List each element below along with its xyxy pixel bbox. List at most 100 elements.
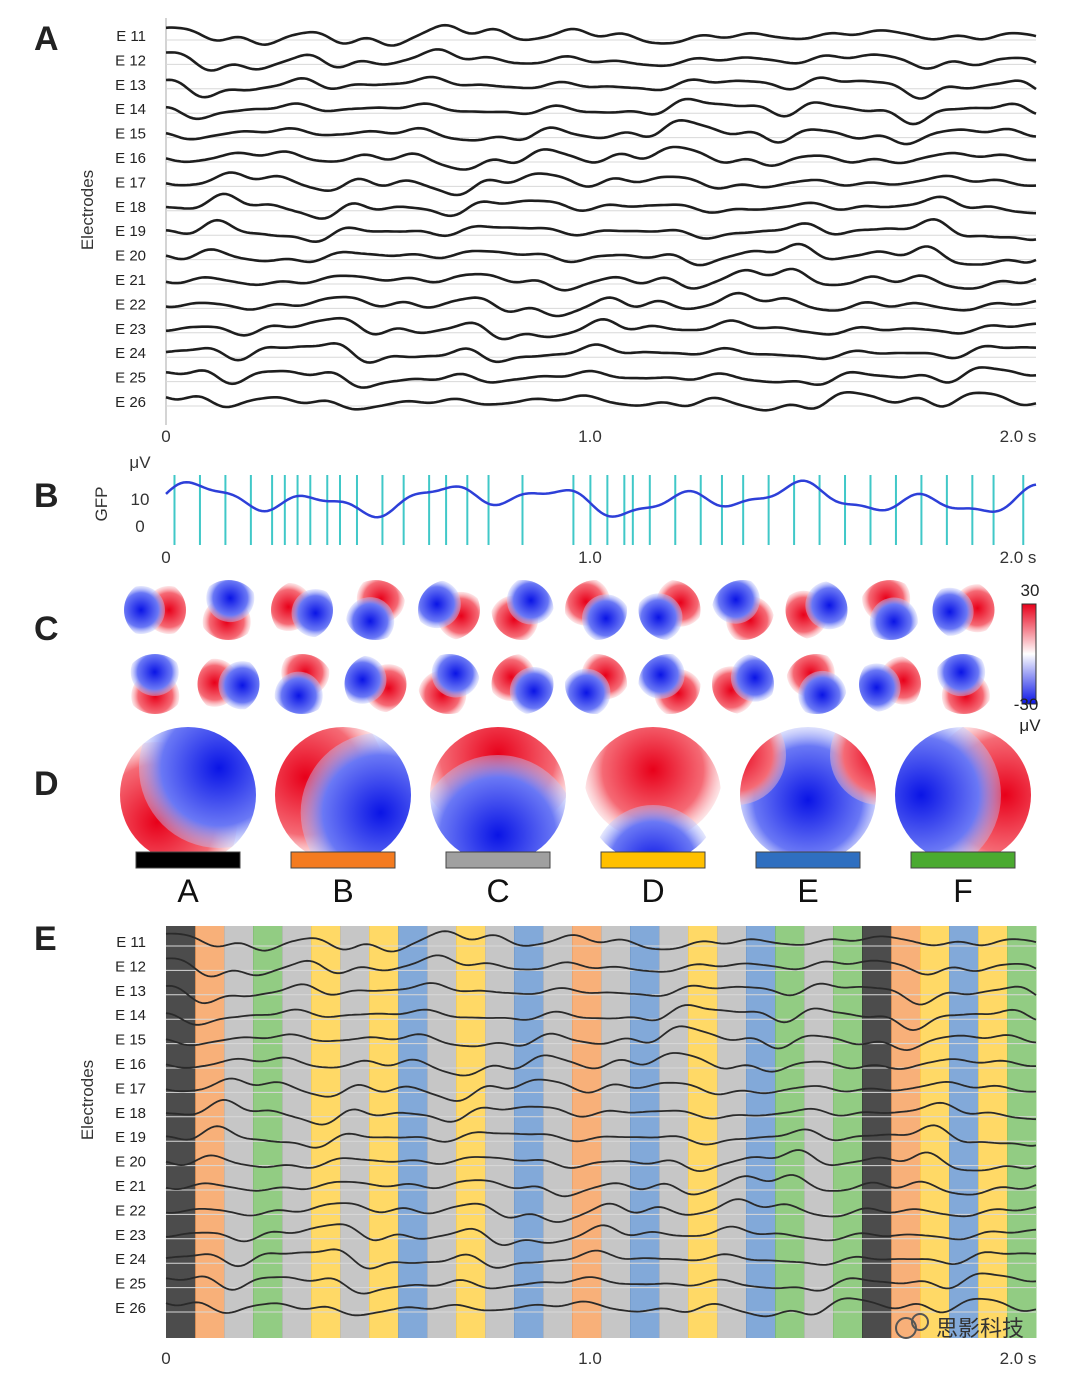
- panel-a-xtick-0: 0: [161, 427, 170, 446]
- microstate-color-bar: [135, 851, 241, 869]
- segment-band: [514, 926, 544, 1338]
- eeg-trace: [165, 48, 1037, 72]
- electrode-label: E 16: [115, 150, 146, 167]
- electrode-label: E 14: [115, 101, 146, 118]
- eeg-trace: [165, 1124, 1037, 1149]
- panel-d-microstate-legend: A B C D E F: [135, 851, 1016, 909]
- eeg-trace: [165, 391, 1037, 412]
- eeg-trace: [165, 291, 1037, 318]
- eeg-trace: [165, 217, 1037, 244]
- panel-b-xtick-0: 0: [161, 548, 170, 567]
- electrode-label: E 11: [116, 934, 146, 951]
- topomap-small: [491, 580, 554, 640]
- topomap-small: [491, 654, 554, 714]
- segment-band: [253, 926, 283, 1338]
- topomap-small: [271, 580, 333, 640]
- panel-e-ylabel: Electrodes: [78, 1060, 97, 1140]
- microstate-map: [895, 727, 1031, 863]
- eeg-trace: [165, 1052, 1036, 1077]
- colorbar-max: 30: [1021, 581, 1040, 600]
- electrode-label: E 25: [115, 1276, 146, 1293]
- eeg-trace: [165, 242, 1037, 267]
- gfp-unit: μV: [129, 453, 151, 472]
- microstate-label: E: [797, 873, 818, 909]
- gfp-ytick-0: 0: [135, 517, 144, 536]
- electrode-label: E 18: [115, 1105, 146, 1122]
- microstate-map: [430, 727, 566, 863]
- segment-band: [775, 926, 805, 1338]
- electrode-label: E 11: [116, 28, 146, 45]
- watermark: 思影科技: [895, 1313, 1024, 1342]
- eeg-trace: [165, 1248, 1037, 1270]
- topomap-small: [124, 654, 186, 714]
- electrode-label: E 21: [115, 272, 146, 289]
- panel-e-traces: [165, 930, 1037, 1318]
- microstate-map: [740, 727, 876, 863]
- electrode-label: E 16: [115, 1056, 146, 1073]
- watermark-text: 思影科技: [936, 1317, 1024, 1342]
- electrode-label: E 13: [115, 983, 146, 1000]
- electrode-label: E 22: [115, 1202, 146, 1219]
- panel-c-letter: C: [34, 610, 59, 648]
- topomap-small: [859, 654, 921, 714]
- segment-band: [601, 926, 631, 1338]
- electrode-label: E 20: [115, 248, 146, 265]
- topomap-small: [124, 580, 186, 640]
- segment-band: [224, 926, 254, 1338]
- eeg-trace: [165, 75, 1037, 100]
- eeg-trace: [165, 982, 1037, 1006]
- microstate-label: F: [953, 873, 973, 909]
- eeg-trace: [165, 1098, 1037, 1126]
- electrode-label: E 12: [115, 958, 146, 975]
- topomap-small: [197, 580, 260, 640]
- eeg-trace: [165, 23, 1037, 47]
- electrode-label: E 25: [115, 370, 146, 387]
- electrode-label: E 14: [115, 1007, 146, 1024]
- eeg-trace: [165, 1174, 1037, 1198]
- segment-band: [920, 926, 950, 1338]
- panel-d-letter: D: [34, 765, 59, 803]
- colorbar: [1021, 603, 1037, 705]
- topomap-small: [344, 654, 407, 714]
- eeg-trace: [165, 1297, 1037, 1318]
- electrode-label: E 24: [115, 1251, 146, 1268]
- eeg-trace: [165, 1004, 1037, 1032]
- panel-a-xtick-1: 1.0: [578, 427, 602, 446]
- gfp-ytick-10: 10: [131, 490, 150, 509]
- panel-c-topomaps: [124, 580, 995, 714]
- eeg-trace: [165, 366, 1037, 389]
- segment-band: [630, 926, 660, 1338]
- topomap-small: [197, 654, 260, 714]
- topomap-small: [344, 580, 407, 640]
- electrode-label: E 20: [115, 1154, 146, 1171]
- topomap-small: [712, 580, 774, 640]
- panel-a-electrode-labels: E 11 E 12 E 13 E 14 E 15 E 16 E 17 E 18 E 19 E 20…: [115, 28, 146, 411]
- electrode-label: E 12: [115, 52, 146, 69]
- segment-band: [427, 926, 457, 1338]
- topomap-small: [712, 654, 774, 714]
- microstate-label: B: [332, 873, 353, 909]
- topomap-small: [932, 654, 995, 714]
- electrode-label: E 17: [115, 1080, 146, 1097]
- electrode-label: E 17: [115, 174, 146, 191]
- topomap-small: [565, 654, 627, 714]
- electrode-label: E 15: [115, 126, 146, 143]
- wechat-icon-bubble: [911, 1313, 929, 1331]
- electrode-label: E 22: [115, 296, 146, 313]
- electrode-label: E 13: [115, 77, 146, 94]
- panel-e-segment-bands: [166, 926, 1037, 1338]
- electrode-label: E 18: [115, 199, 146, 216]
- colorbar-min: -30: [1014, 695, 1039, 714]
- eeg-trace: [165, 1149, 1037, 1173]
- microstate-map: [120, 727, 256, 863]
- panel-a-traces: [165, 23, 1037, 412]
- segment-band: [572, 926, 602, 1338]
- segment-band: [369, 926, 399, 1338]
- panel-a-letter: A: [34, 20, 59, 58]
- panel-b-xtick-1: 1.0: [578, 548, 602, 567]
- microstate-label: A: [177, 873, 199, 909]
- eeg-trace: [165, 1025, 1037, 1052]
- electrode-label: E 15: [115, 1032, 146, 1049]
- electrode-label: E 26: [115, 1300, 146, 1317]
- electrode-label: E 26: [115, 394, 146, 411]
